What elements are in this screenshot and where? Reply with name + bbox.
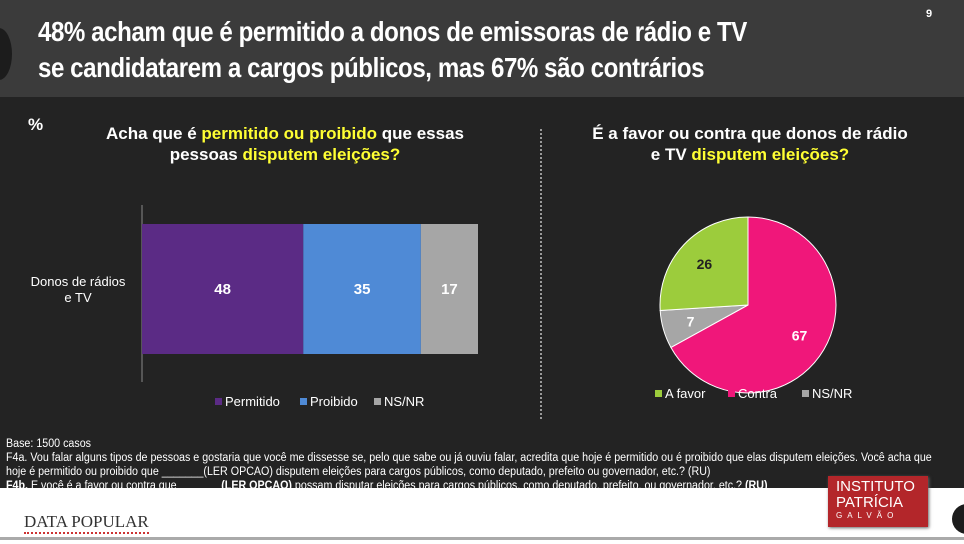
data-label: 7	[687, 314, 695, 330]
divider	[540, 129, 542, 419]
legend-swatch	[300, 398, 307, 405]
legend-label: Proibido	[310, 394, 358, 409]
unit-label: %	[28, 115, 44, 134]
category-label: e TV	[64, 290, 92, 305]
data-popular-logo: DATA POPULAR	[24, 512, 149, 534]
legend-label: Contra	[738, 386, 778, 401]
base-text: Base: 1500 casos	[6, 438, 92, 450]
legend-swatch	[215, 398, 222, 405]
legend-swatch	[655, 390, 662, 397]
decorative-dot	[952, 504, 964, 534]
legend-label: Permitido	[225, 394, 280, 409]
data-label: 17	[441, 281, 458, 298]
question-f4a: F4a. Vou falar alguns tipos de pessoas e…	[6, 452, 932, 478]
data-label: 35	[354, 281, 371, 298]
data-label: 26	[697, 256, 713, 272]
footer	[0, 488, 964, 540]
bar-nsnr	[420, 224, 478, 354]
legend-swatch	[802, 390, 809, 397]
legend-swatch	[728, 390, 735, 397]
bar-chart-title: Acha que é permitido ou proibido que ess…	[105, 124, 465, 164]
legend-label: NS/NR	[384, 394, 424, 409]
category-label: Donos de rádios	[31, 274, 126, 289]
legend-swatch	[374, 398, 381, 405]
header	[0, 0, 964, 97]
legend-label: NS/NR	[812, 386, 852, 401]
question-f4b: F4b. E você é a favor ou contra que ____…	[6, 480, 768, 492]
bar-proibido	[303, 224, 421, 354]
pie-slice-contra	[670, 216, 837, 394]
data-label: 67	[792, 327, 808, 343]
page-number: 9	[926, 8, 933, 20]
instituto-patricia-galvao-logo: INSTITUTO PATRÍCIA GALVÃO	[828, 476, 928, 527]
bar-permitido	[142, 224, 304, 354]
legend-label: A favor	[665, 386, 706, 401]
data-label: 48	[214, 281, 231, 298]
pie-slice-afavor	[659, 216, 749, 312]
pie-chart-title: É a favor ou contra que donos de rádio e…	[592, 124, 908, 164]
question-text: Base: 1500 casos F4a. Vou falar alguns t…	[6, 437, 945, 493]
decorative-dot	[0, 28, 12, 80]
slide-title: 48% acham que é permitido a donos de emi…	[38, 16, 747, 83]
